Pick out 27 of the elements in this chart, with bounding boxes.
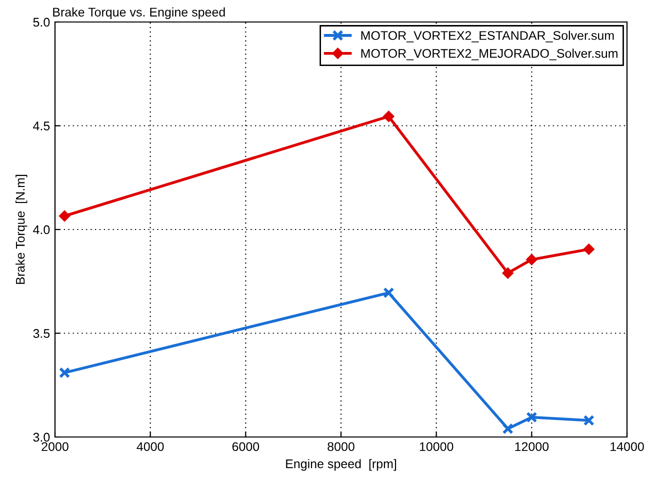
point (502, 423, 514, 434)
x-tick-label: 14000 (610, 442, 644, 452)
y-tick-label: 4.0 (33, 225, 50, 234)
x-tick-label: 6000 (232, 442, 260, 452)
point (58, 367, 70, 378)
y-tick-label: 3.5 (33, 329, 50, 338)
point (583, 414, 594, 426)
x-tick-label: 4000 (136, 442, 164, 452)
legend-label: MOTOR_VORTEX2_ESTANDAR_Solver.sum (361, 30, 614, 42)
y-tick-label: 4.5 (33, 122, 50, 130)
x-axis-title: Engine speed [rpm] (286, 459, 396, 471)
point (383, 287, 394, 298)
x-tick-label: 12000 (515, 442, 549, 452)
x-tick-label: 10000 (420, 442, 454, 452)
x-tick-label: 2000 (42, 442, 68, 452)
point (383, 110, 394, 122)
chart-title: Brake Torque vs. Engine speed (53, 7, 225, 20)
y-tick-label: 3.0 (33, 432, 50, 442)
point (58, 210, 70, 222)
y-tick-label: 5.0 (33, 18, 50, 27)
point (583, 244, 594, 255)
x-tick-label: 8000 (328, 442, 354, 452)
legend-label: MOTOR_VORTEX2_MEJORADO_Solver.sum (361, 48, 618, 60)
point (526, 412, 538, 423)
point (526, 254, 538, 266)
point (502, 267, 514, 279)
y-axis-title: Brake Torque [N.m] (16, 174, 28, 284)
